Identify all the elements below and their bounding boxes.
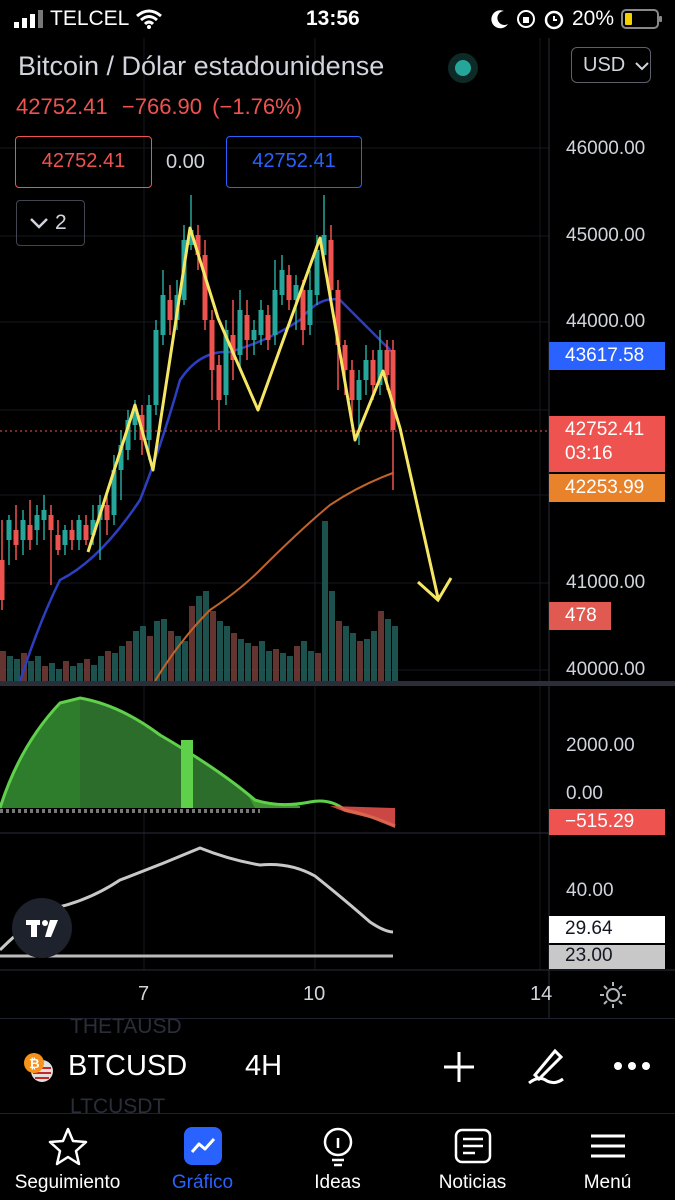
quote-line: 42752.41 −766.90 (−1.76%) <box>16 94 302 120</box>
macd-pane[interactable] <box>0 696 396 828</box>
chart-icon <box>184 1127 222 1165</box>
rsi-value-tag: 29.64 <box>549 916 665 943</box>
arrow-head <box>416 577 453 603</box>
tab-label: Gráfico <box>171 1172 234 1193</box>
time-axis-label: 14 <box>530 983 553 1005</box>
macd-axis-label: 2000.00 <box>566 735 635 756</box>
hamburger-icon <box>591 1134 625 1158</box>
currency-label: USD <box>583 54 626 76</box>
price-axis-label: 44000.00 <box>566 311 646 332</box>
macd-value-tag: −515.29 <box>549 809 665 835</box>
lightbulb-icon <box>323 1127 353 1167</box>
ema-fast-line <box>18 297 395 682</box>
indicators-toggle[interactable]: 2 <box>16 200 85 246</box>
ema-slow-line <box>154 472 394 682</box>
tab-bar: Seguimiento Gráfico Ideas Noticias Menú <box>0 1113 675 1200</box>
macd-highlight-bar <box>181 740 193 808</box>
orientation-lock-icon <box>517 10 535 28</box>
svg-text:₿: ₿ <box>29 1057 40 1072</box>
last-price: 42752.41 <box>16 94 108 119</box>
indicator-count: 2 <box>55 211 67 234</box>
battery-percent: 20% <box>572 7 615 30</box>
currency-selector[interactable]: USD <box>571 47 651 83</box>
battery-icon <box>621 9 662 29</box>
time-axis-label: 10 <box>303 983 326 1005</box>
tab-menu[interactable]: Menú <box>540 1114 675 1200</box>
chart-settings-icon[interactable] <box>598 980 628 1010</box>
candlesticks[interactable] <box>0 195 396 610</box>
chevron-down-icon <box>635 62 649 71</box>
last-price-tag-value: 42752.41 <box>565 419 645 440</box>
tab-label: Seguimiento <box>14 1172 121 1193</box>
tab-label: Ideas <box>314 1172 361 1193</box>
price-change-pct: (−1.76%) <box>212 94 303 119</box>
tab-seguimiento[interactable]: Seguimiento <box>0 1114 135 1200</box>
tradingview-logo[interactable] <box>12 898 72 958</box>
newspaper-icon <box>454 1128 492 1164</box>
price-axis-label: 46000.00 <box>566 138 646 159</box>
time-axis-label: 7 <box>138 983 150 1005</box>
sell-button[interactable]: 42752.41 <box>15 136 152 188</box>
spread-value: 0.00 <box>166 151 205 173</box>
price-axis-label: 41000.00 <box>566 572 646 593</box>
btc-usd-icon: ₿ <box>24 1053 53 1082</box>
price-change: −766.90 <box>121 94 203 119</box>
more-icon[interactable] <box>612 1059 652 1073</box>
background-list-item: LTCUSDT <box>70 1095 166 1118</box>
ema-slow-tag: 42253.99 <box>549 474 665 502</box>
carrier-name: TELCEL <box>50 7 130 30</box>
price-axis-label: 45000.00 <box>566 225 646 246</box>
wifi-icon <box>136 9 162 29</box>
tab-label: Noticias <box>438 1172 507 1193</box>
pane-separator[interactable] <box>0 681 675 686</box>
buy-button[interactable]: 42752.41 <box>226 136 362 188</box>
tab-grafico[interactable]: Gráfico <box>135 1114 270 1200</box>
last-price-tag: 42752.41 03:16 <box>549 416 665 472</box>
alarm-icon <box>544 10 564 30</box>
bar-countdown: 03:16 <box>565 443 613 464</box>
symbol-title[interactable]: Bitcoin / Dólar estadounidense <box>18 51 385 81</box>
status-bar: TELCEL 13:56 20% <box>0 0 675 38</box>
ema-fast-tag: 43617.58 <box>549 342 665 370</box>
plus-icon[interactable] <box>441 1049 477 1085</box>
interval-selector[interactable]: 4H <box>245 1050 283 1082</box>
tradingview-logo-icon <box>26 920 58 937</box>
macd-histogram-down <box>330 806 395 828</box>
market-status-indicator <box>448 53 478 83</box>
price-axis-label: 40000.00 <box>566 659 646 680</box>
symbol-name[interactable]: BTCUSD <box>68 1050 188 1082</box>
clock: 13:56 <box>306 7 360 30</box>
tab-ideas[interactable]: Ideas <box>270 1114 405 1200</box>
macd-axis-label: 0.00 <box>566 783 603 804</box>
tab-label: Menú <box>583 1172 632 1193</box>
symbol-toolbar: THETAUSD LTCUSDT ₿ BTCUSD 4H <box>0 1015 675 1118</box>
star-icon <box>48 1127 88 1166</box>
moon-icon <box>491 10 508 29</box>
rsi-axis-label: 40.00 <box>566 880 614 901</box>
signal-icon <box>14 10 43 28</box>
background-list-item: THETAUSD <box>70 1015 182 1038</box>
rsi-level-tag: 23.00 <box>549 945 665 969</box>
price-chart[interactable] <box>0 38 675 1018</box>
chevron-down-icon <box>30 218 48 229</box>
volume-tag: 478 <box>549 602 611 630</box>
pattern-drawing[interactable] <box>86 226 440 599</box>
pen-icon[interactable] <box>525 1045 567 1087</box>
volume-bars <box>0 521 398 681</box>
tab-noticias[interactable]: Noticias <box>405 1114 540 1200</box>
